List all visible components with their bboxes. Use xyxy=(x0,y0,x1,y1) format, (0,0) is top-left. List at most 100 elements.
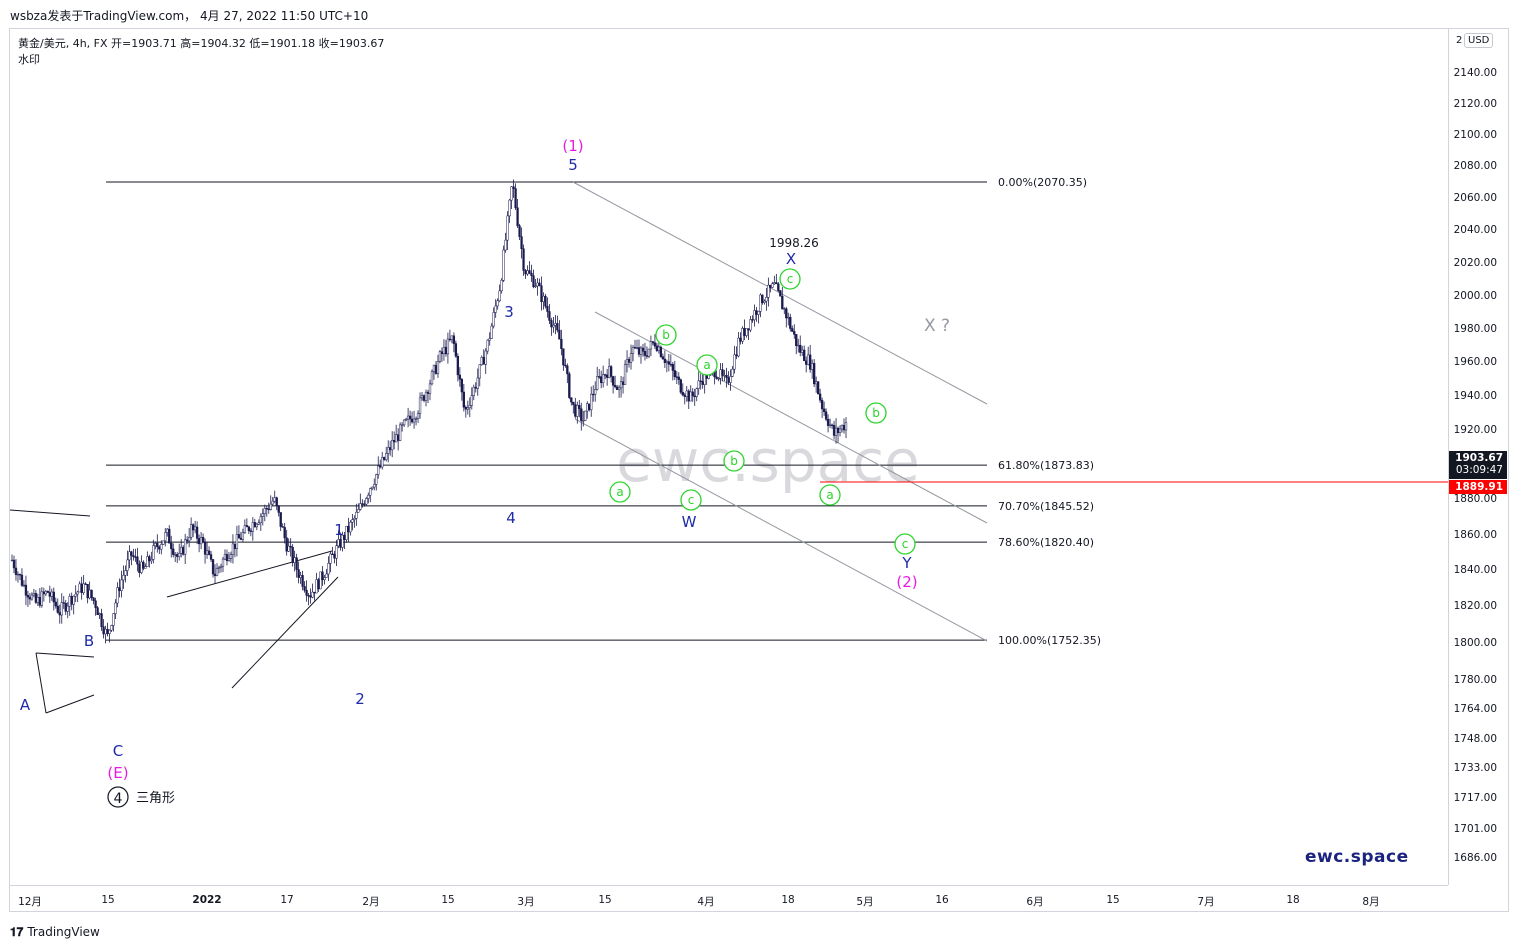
candle-body xyxy=(578,405,581,410)
candle-body xyxy=(402,419,406,426)
candle-body xyxy=(195,526,199,539)
price-tick-label: 1800.00 xyxy=(1453,637,1497,649)
candle-body xyxy=(830,424,834,426)
candle-body xyxy=(805,360,808,365)
symbol-legend: 黄金/美元, 4h, FX 开=1903.71 高=1904.32 低=1901… xyxy=(18,37,385,50)
candle-body xyxy=(602,374,605,384)
candle-body xyxy=(675,376,678,378)
candle-body xyxy=(779,290,782,297)
candle-body xyxy=(619,381,623,389)
currency-button[interactable]: USD xyxy=(1464,33,1494,48)
candle-body xyxy=(458,374,462,380)
candle-body xyxy=(261,513,264,517)
candle-body xyxy=(122,574,125,581)
candle-body xyxy=(72,595,75,605)
time-tick-label: 15 xyxy=(101,894,115,906)
candle-body xyxy=(265,508,268,510)
candle-body xyxy=(629,353,633,363)
candle-body xyxy=(56,605,59,613)
candle-body xyxy=(761,294,764,303)
candle-body xyxy=(793,331,796,335)
price-tick-label: 1820.00 xyxy=(1453,600,1497,612)
candle-body xyxy=(170,542,173,550)
candle-body xyxy=(466,407,469,410)
candle-body xyxy=(311,591,314,598)
price-chart-svg[interactable]: ewc.space 0.00%(2070.35) 61.80%(1873.83) 7… xyxy=(10,29,1448,885)
candle-body xyxy=(235,534,239,550)
candle-body xyxy=(717,378,720,380)
candle-body xyxy=(468,405,471,409)
candles-group xyxy=(10,179,848,644)
chart-pane[interactable]: ewc.space 0.00%(2070.35) 61.80%(1873.83) 7… xyxy=(10,29,1448,885)
candle-body xyxy=(500,280,503,292)
candle-body xyxy=(349,521,352,533)
candle-body xyxy=(697,380,700,389)
candle-body xyxy=(454,343,458,357)
circled-4-marker xyxy=(107,786,129,808)
candle-body xyxy=(586,403,589,412)
candle-body xyxy=(335,545,338,559)
triangle-label: 三角形 xyxy=(136,791,175,806)
candle-body xyxy=(538,282,541,286)
candle-body xyxy=(176,554,179,557)
candle-body xyxy=(769,284,772,288)
candle-body xyxy=(661,356,665,360)
candle-body xyxy=(331,553,334,556)
candle-body xyxy=(400,424,404,426)
candle-body xyxy=(114,602,117,614)
candle-body xyxy=(775,282,778,285)
time-tick-label: 7月 xyxy=(1197,896,1215,908)
candle-body xyxy=(351,519,354,523)
candle-body xyxy=(464,406,467,410)
candle-body xyxy=(225,554,229,562)
candle-body xyxy=(436,361,440,374)
time-tick-label: 15 xyxy=(441,894,455,906)
candle-body xyxy=(315,579,318,594)
candle-body xyxy=(723,375,726,377)
candle-body xyxy=(554,323,557,326)
candle-body xyxy=(385,453,388,460)
candle-body xyxy=(66,605,69,612)
candle-body xyxy=(237,534,241,539)
wave-label-B: B xyxy=(84,632,94,650)
candle-body xyxy=(801,349,804,353)
candle-body xyxy=(100,613,103,627)
candle-body xyxy=(791,328,794,332)
candle-body xyxy=(673,370,676,377)
candle-body xyxy=(611,376,615,386)
time-tick-label: 6月 xyxy=(1026,896,1044,908)
candle-body xyxy=(357,509,360,513)
candle-body xyxy=(484,350,487,365)
candle-body xyxy=(245,525,249,528)
level-price-box: 1889.91 xyxy=(1449,480,1507,494)
candle-body xyxy=(424,391,428,401)
time-axis[interactable]: 12月 15 2022 17 2月 15 3月 15 4月 18 5月 16 6月 15 7月 18 8月 xyxy=(10,885,1448,912)
price-axis[interactable]: 2140.00 2120.00 2100.00 2080.00 2060.00 2040.… xyxy=(1448,29,1509,885)
candle-body xyxy=(150,559,153,562)
candle-body xyxy=(46,591,49,593)
candle-body xyxy=(247,526,251,532)
candle-body xyxy=(353,518,356,520)
candle-body xyxy=(582,420,585,422)
candle-body xyxy=(600,376,603,384)
candle-body xyxy=(518,225,521,237)
candle-body xyxy=(824,411,828,420)
candle-body xyxy=(229,554,233,559)
candle-body xyxy=(207,550,211,555)
candle-body xyxy=(840,425,844,430)
candle-body xyxy=(347,525,350,533)
price-tick-label: 1780.00 xyxy=(1453,674,1497,686)
candle-body xyxy=(48,592,51,597)
candle-body xyxy=(92,597,95,602)
green-circle-label: c xyxy=(688,493,695,507)
wave-label-Y: Y xyxy=(901,554,912,572)
candle-body xyxy=(444,346,448,355)
candle-body xyxy=(490,325,493,339)
candle-body xyxy=(410,418,414,423)
candle-body xyxy=(30,594,34,600)
candle-body xyxy=(741,327,744,342)
candle-body xyxy=(594,389,597,395)
candle-body xyxy=(20,574,24,586)
candle-body xyxy=(733,354,736,370)
candle-body xyxy=(293,557,296,563)
